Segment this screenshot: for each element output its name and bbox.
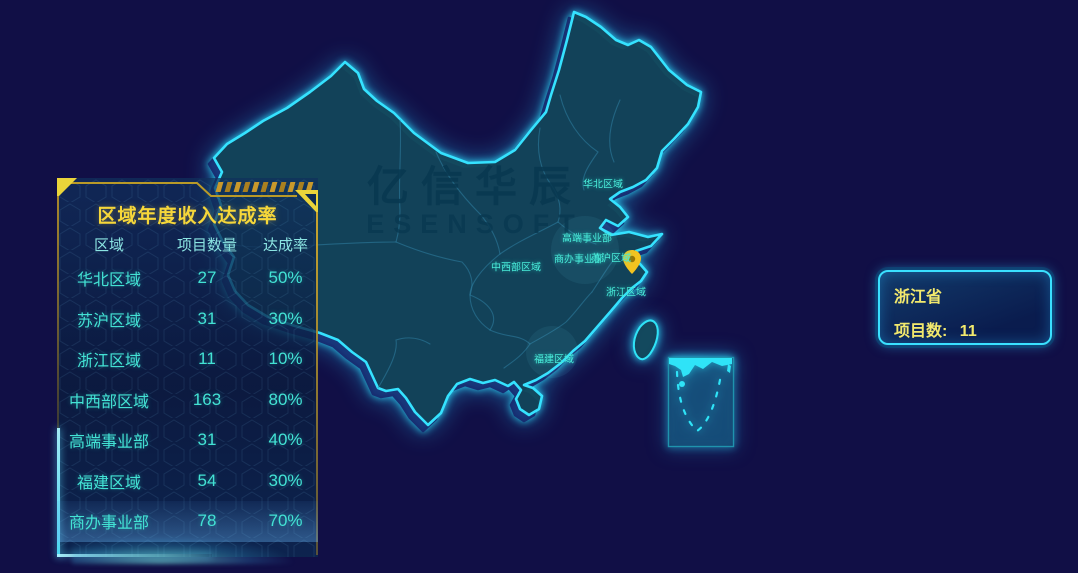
table-row[interactable]: 苏沪区域 31 30% — [57, 299, 318, 340]
province-borders — [227, 94, 621, 389]
nine-dash-line — [675, 370, 723, 433]
table-row[interactable]: 中西部区域 163 80% — [57, 380, 318, 421]
province-tooltip: 浙江省 项目数: 11 — [878, 270, 1052, 345]
cell-count: 31 — [197, 430, 217, 450]
table-row[interactable]: 华北区域 27 50% — [57, 258, 318, 299]
cell-region: 苏沪区域 — [76, 312, 141, 330]
table-header: 区域 项目数量 达成率 — [57, 231, 318, 258]
cell-count: 11 — [198, 349, 216, 369]
col-header-count: 项目数量 — [176, 237, 237, 254]
tooltip-count-value: 11 — [959, 323, 977, 340]
south-china-sea-inset — [667, 356, 735, 448]
col-header-region: 区域 — [93, 237, 124, 254]
hatch-stripes — [215, 182, 314, 192]
cell-rate: 10% — [268, 349, 303, 369]
hex-pattern-bg — [57, 178, 318, 557]
table-row[interactable]: 福建区域 54 30% — [57, 461, 318, 502]
panel-border-left — [57, 196, 59, 434]
panel-corner-accent-vertical — [57, 428, 60, 557]
tooltip-count-label: 项目数: — [894, 323, 948, 340]
cell-rate: 80% — [268, 389, 303, 409]
taiwan-island[interactable] — [632, 319, 659, 361]
tooltip-project-count: 项目数: 11 — [894, 317, 1036, 341]
col-header-rate: 达成率 — [262, 237, 308, 254]
cell-count: 27 — [197, 268, 217, 288]
tooltip-province-name: 浙江省 — [894, 289, 943, 306]
cell-rate: 40% — [268, 430, 303, 450]
cell-region: 商办事业部 — [68, 515, 149, 533]
cell-count: 78 — [197, 511, 217, 531]
cell-rate: 30% — [268, 308, 303, 328]
cell-region: 浙江区域 — [76, 353, 141, 371]
cell-region: 华北区域 — [76, 272, 141, 290]
cell-region: 高端事业部 — [68, 434, 149, 452]
cell-rate: 30% — [268, 470, 303, 490]
cell-region: 中西部区域 — [68, 393, 149, 411]
table-row-highlighted[interactable]: 商办事业部 78 70% — [57, 501, 318, 542]
panel-title: 区域年度收入达成率 — [97, 206, 278, 227]
map-pin-icon — [623, 250, 641, 274]
cell-region: 福建区域 — [76, 474, 141, 492]
table-row[interactable]: 浙江区域 11 10% — [57, 339, 318, 380]
panel-corner-accent-horizontal — [57, 554, 212, 557]
region-revenue-panel: 区域年度收入达成率 区域 项目数量 达成率 华北区域 27 50% 苏沪区域 3… — [57, 178, 318, 564]
cell-count: 31 — [197, 308, 217, 328]
cell-count: 54 — [197, 470, 217, 490]
panel-frame-decoration — [57, 178, 318, 214]
cell-count: 163 — [192, 389, 222, 409]
cell-rate: 70% — [268, 511, 303, 531]
table-row[interactable]: 高端事业部 31 40% — [57, 420, 318, 461]
panel-border-right — [316, 212, 318, 555]
cell-rate: 50% — [268, 268, 303, 288]
